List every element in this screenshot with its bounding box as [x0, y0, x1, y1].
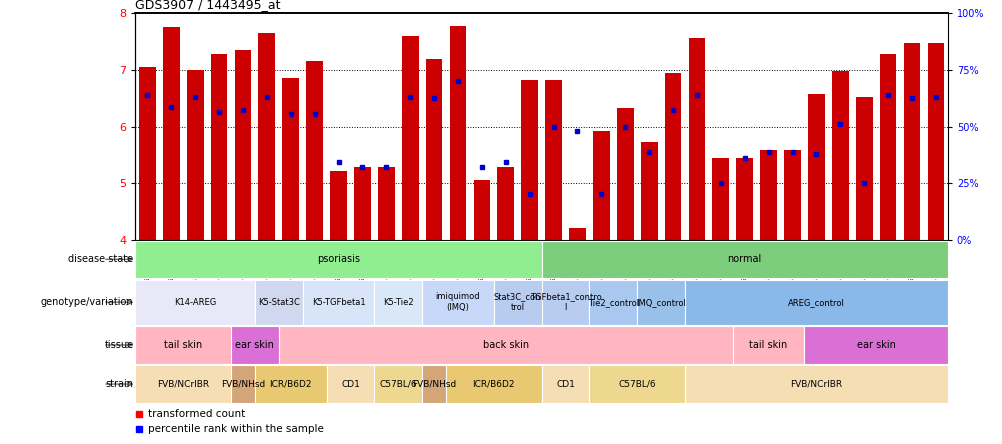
Bar [230, 326, 279, 364]
Bar [374, 365, 422, 403]
Bar [279, 326, 732, 364]
Bar [589, 365, 684, 403]
Bar [422, 365, 446, 403]
Text: tissue: tissue [104, 340, 133, 350]
Text: GDS3907 / 1443495_at: GDS3907 / 1443495_at [135, 0, 281, 11]
Text: FVB/NHsd: FVB/NHsd [220, 380, 265, 388]
Bar [688, 38, 704, 240]
Bar [449, 26, 466, 240]
Bar [784, 151, 800, 240]
Text: psoriasis: psoriasis [317, 254, 360, 264]
Bar [162, 28, 179, 240]
Bar [422, 280, 493, 325]
Text: tail skin: tail skin [164, 340, 202, 350]
Bar [855, 97, 872, 240]
Text: transformed count: transformed count [148, 408, 245, 419]
Text: ICR/B6D2: ICR/B6D2 [270, 380, 312, 388]
Bar [760, 151, 777, 240]
Bar [330, 170, 347, 240]
Bar [711, 158, 728, 240]
Bar [259, 33, 275, 240]
Text: percentile rank within the sample: percentile rank within the sample [148, 424, 324, 435]
Text: imiquimod
(IMQ): imiquimod (IMQ) [435, 293, 480, 312]
Bar [493, 280, 541, 325]
Text: back skin: back skin [482, 340, 528, 350]
Text: ICR/B6D2: ICR/B6D2 [472, 380, 515, 388]
Text: Stat3C_con
trol: Stat3C_con trol [493, 293, 541, 312]
Bar [327, 365, 374, 403]
Text: C57BL/6: C57BL/6 [379, 380, 417, 388]
Bar [732, 326, 804, 364]
Bar [541, 280, 589, 325]
Bar [592, 131, 609, 240]
Bar [804, 326, 947, 364]
Bar [735, 158, 753, 240]
Bar [831, 71, 848, 240]
Bar [473, 180, 490, 240]
Text: disease state: disease state [68, 254, 133, 264]
Text: ear skin: ear skin [856, 340, 895, 350]
Bar [378, 167, 394, 240]
Bar [354, 167, 371, 240]
Text: AREG_control: AREG_control [788, 297, 844, 307]
Bar [210, 54, 227, 240]
Bar [903, 43, 920, 240]
Bar [135, 365, 230, 403]
Text: K5-Tie2: K5-Tie2 [383, 297, 413, 307]
Bar [230, 365, 255, 403]
Bar [135, 326, 230, 364]
Bar [541, 365, 589, 403]
Text: K14-AREG: K14-AREG [173, 297, 216, 307]
Bar [589, 280, 636, 325]
Text: strain: strain [105, 379, 133, 389]
Bar [139, 67, 155, 240]
Bar [616, 108, 633, 240]
Bar [684, 365, 947, 403]
Text: FVB/NHsd: FVB/NHsd [412, 380, 456, 388]
Bar [541, 241, 947, 278]
Text: IMQ_control: IMQ_control [635, 297, 685, 307]
Bar [636, 280, 684, 325]
Bar [664, 73, 680, 240]
Bar [521, 80, 537, 240]
Bar [255, 280, 303, 325]
Bar [808, 94, 824, 240]
Bar [684, 280, 947, 325]
Bar [306, 61, 323, 240]
Bar [640, 142, 657, 240]
Bar [497, 167, 514, 240]
Bar [135, 241, 541, 278]
Text: TGFbeta1_contro
l: TGFbeta1_contro l [529, 293, 601, 312]
Bar [402, 36, 418, 240]
Bar [303, 280, 374, 325]
Bar [927, 43, 943, 240]
Text: FVB/NCrlBR: FVB/NCrlBR [157, 380, 209, 388]
Text: CD1: CD1 [341, 380, 360, 388]
Text: normal: normal [726, 254, 762, 264]
Bar [374, 280, 422, 325]
Bar [545, 80, 561, 240]
Bar [446, 365, 541, 403]
Bar [186, 70, 203, 240]
Bar [283, 79, 299, 240]
Text: tail skin: tail skin [748, 340, 787, 350]
Text: genotype/variation: genotype/variation [41, 297, 133, 307]
Bar [568, 229, 585, 240]
Text: K5-TGFbeta1: K5-TGFbeta1 [312, 297, 365, 307]
Bar [425, 59, 442, 240]
Bar [255, 365, 327, 403]
Text: Tie2_control: Tie2_control [587, 297, 638, 307]
Text: CD1: CD1 [555, 380, 574, 388]
Bar [879, 54, 896, 240]
Text: C57BL/6: C57BL/6 [618, 380, 655, 388]
Text: ear skin: ear skin [235, 340, 274, 350]
Text: FVB/NCrlBR: FVB/NCrlBR [790, 380, 842, 388]
Bar [135, 280, 255, 325]
Text: K5-Stat3C: K5-Stat3C [258, 297, 300, 307]
Bar [234, 50, 252, 240]
